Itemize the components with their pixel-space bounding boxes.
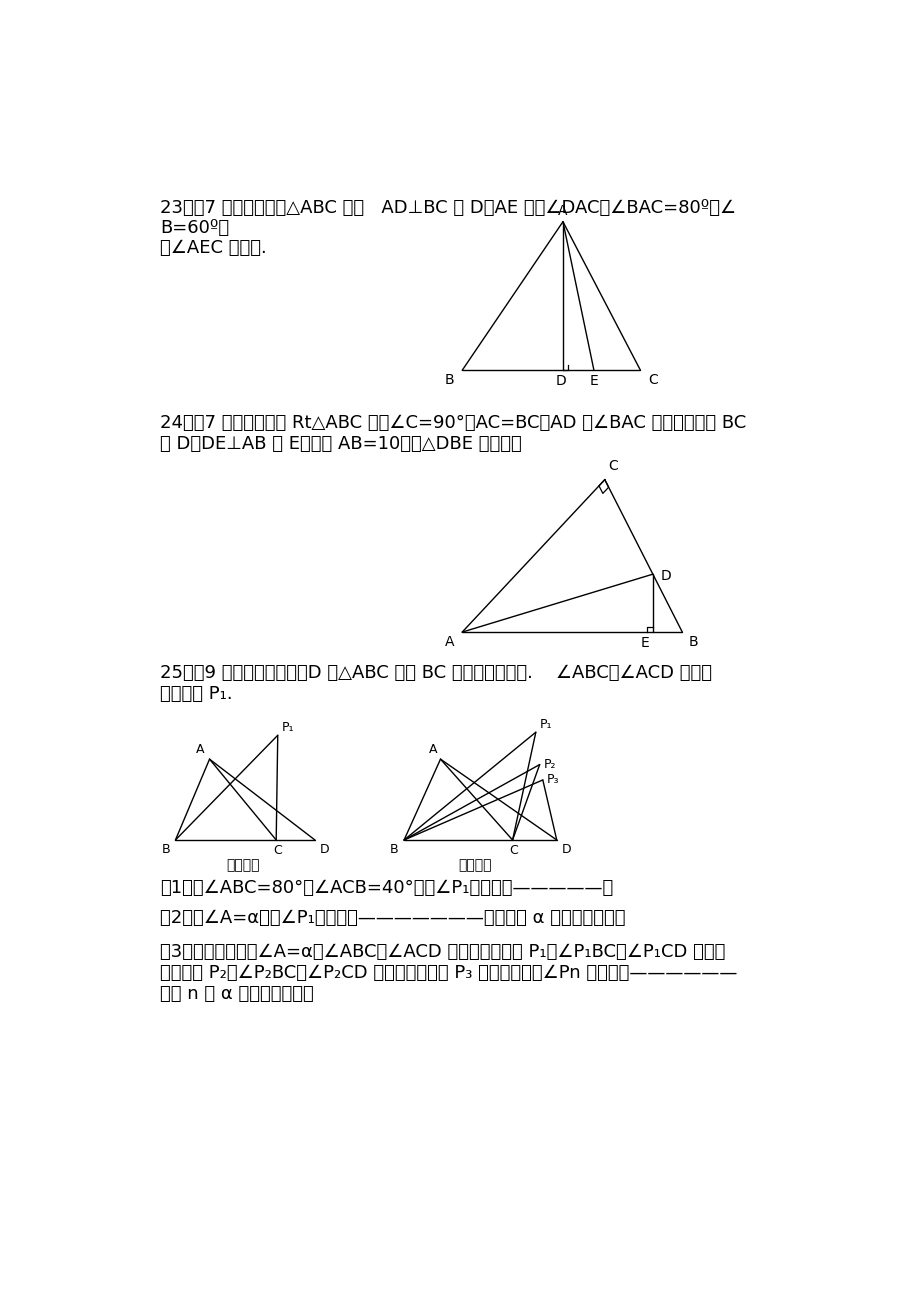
Text: A: A <box>196 743 205 756</box>
Text: C: C <box>608 460 618 474</box>
Text: E: E <box>641 635 649 650</box>
Text: （3）如图（乙），∠A=α，∠ABC、∠ACD 的平分线相交于 P₁，∠P₁BC、∠P₁CD 的平分: （3）如图（乙），∠A=α，∠ABC、∠ACD 的平分线相交于 P₁，∠P₁BC… <box>160 943 724 961</box>
Text: P₁: P₁ <box>281 721 294 734</box>
Text: B: B <box>390 844 398 857</box>
Text: B: B <box>687 635 698 650</box>
Text: D: D <box>555 374 566 388</box>
Text: D: D <box>319 844 329 857</box>
Text: 24、（7 分）如图，在 Rt△ABC 中，∠C=90°，AC=BC，AD 是∠BAC 到平分线，交 BC: 24、（7 分）如图，在 Rt△ABC 中，∠C=90°，AC=BC，AD 是∠… <box>160 414 745 432</box>
Text: A: A <box>558 204 567 217</box>
Text: （1）若∠ABC=80°，∠ACB=40°，则∠P₁的度数为—————；: （1）若∠ABC=80°，∠ACB=40°，则∠P₁的度数为—————； <box>160 879 613 897</box>
Text: D: D <box>660 569 671 583</box>
Text: （用 n 与 α 的代数式表示）: （用 n 与 α 的代数式表示） <box>160 984 313 1003</box>
Text: E: E <box>589 374 597 388</box>
Text: B: B <box>161 844 170 857</box>
Text: P₃: P₃ <box>546 773 559 786</box>
Text: 线相交于 P₂，∠P₂BC、∠P₂CD 的平分线相交于 P₃ 依此类推，则∠Pn 的度数为——————: 线相交于 P₂，∠P₂BC、∠P₂CD 的平分线相交于 P₃ 依此类推，则∠Pn… <box>160 963 736 982</box>
Text: 求∠AEC 的度数.: 求∠AEC 的度数. <box>160 240 267 258</box>
Text: C: C <box>273 844 282 857</box>
Text: C: C <box>648 374 657 388</box>
Text: A: A <box>428 743 437 756</box>
Text: 图（乙）: 图（乙） <box>459 858 492 872</box>
Text: P₁: P₁ <box>539 717 551 730</box>
Text: 25、（9 分）如图（甲），D 是△ABC 的边 BC 的延长线上一点.    ∠ABC、∠ACD 的平分: 25、（9 分）如图（甲），D 是△ABC 的边 BC 的延长线上一点. ∠AB… <box>160 664 711 682</box>
Text: A: A <box>445 635 454 650</box>
Text: 于 D，DE⊥AB 于 E，已知 AB=10，求△DBE 的周长？: 于 D，DE⊥AB 于 E，已知 AB=10，求△DBE 的周长？ <box>160 435 521 453</box>
Text: 线相交于 P₁.: 线相交于 P₁. <box>160 685 233 703</box>
Text: B=60º；: B=60º； <box>160 219 229 237</box>
Text: 23、（7 分）如图，在△ABC 中，   AD⊥BC 于 D，AE 平分∠DAC，∠BAC=80º，∠: 23、（7 分）如图，在△ABC 中， AD⊥BC 于 D，AE 平分∠DAC，… <box>160 199 735 216</box>
Text: 图（甲）: 图（甲） <box>226 858 259 872</box>
Text: P₂: P₂ <box>543 758 555 771</box>
Text: C: C <box>508 844 517 857</box>
Text: D: D <box>561 844 571 857</box>
Text: B: B <box>445 374 454 388</box>
Text: （2）若∠A=α，则∠P₁的度数为———————；（用含 α 的代数式表示）: （2）若∠A=α，则∠P₁的度数为———————；（用含 α 的代数式表示） <box>160 909 625 927</box>
